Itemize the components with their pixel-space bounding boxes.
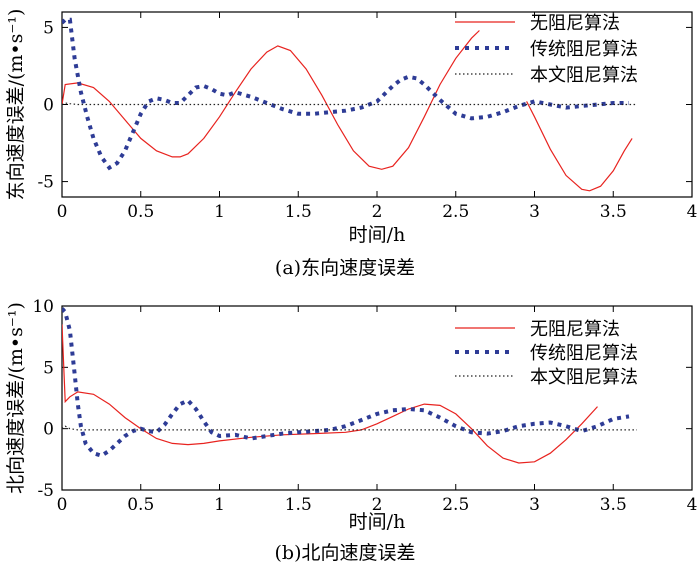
y-axis-label: 东向速度误差/(m•s⁻¹) — [5, 9, 27, 201]
x-tick-label: 0.5 — [127, 202, 154, 222]
chart-a-east-velocity-error: 0 0.5 1 1.5 2 2.5 3 3.5 4-505时间/h东向速度误差/(m•s⁻¹)(… — [5, 9, 697, 279]
y-axis-label: 北向速度误差/(m•s⁻¹) — [5, 302, 27, 494]
y-tick-label: -5 — [37, 481, 54, 501]
x-tick-label: 1 — [214, 495, 225, 515]
x-axis-label: 时间/h — [349, 511, 406, 533]
legend-label: 无阻尼算法 — [530, 13, 620, 34]
series-line-2 — [62, 425, 637, 431]
x-tick-label: 3 — [529, 495, 540, 515]
legend-label: 无阻尼算法 — [530, 319, 620, 340]
legend-label: 传统阻尼算法 — [530, 343, 638, 364]
legend-label: 传统阻尼算法 — [530, 39, 638, 60]
x-tick-label: 2.5 — [442, 202, 469, 222]
x-tick-label: 3 — [529, 202, 540, 222]
x-tick-label: 3.5 — [600, 202, 627, 222]
y-tick-label: -5 — [37, 173, 54, 193]
x-tick-label: 1.5 — [285, 202, 312, 222]
y-tick-label: 5 — [43, 18, 54, 38]
x-tick-label: 2.5 — [442, 495, 469, 515]
x-axis-label: 时间/h — [349, 224, 406, 246]
series-line-2 — [62, 17, 629, 171]
y-tick-label: 0 — [43, 420, 54, 440]
x-tick-label: 0 — [57, 495, 68, 515]
series-line-0 — [62, 30, 480, 170]
chart-caption: (a)东向速度误差 — [275, 257, 415, 279]
x-tick-label: 4 — [687, 495, 698, 515]
y-tick-label: 0 — [43, 96, 54, 116]
x-tick-label: 1 — [214, 202, 225, 222]
y-tick-label: 5 — [43, 358, 54, 378]
x-tick-label: 2 — [372, 495, 383, 515]
legend-label: 本文阻尼算法 — [530, 367, 638, 388]
series-line-3 — [62, 102, 637, 106]
y-tick-label: 10 — [32, 297, 54, 317]
x-tick-label: 4 — [687, 202, 698, 222]
plot-area — [62, 307, 637, 464]
series-line-0 — [62, 324, 598, 464]
plot-area — [62, 17, 637, 192]
legend-label: 本文阻尼算法 — [530, 65, 638, 86]
x-tick-label: 0.5 — [127, 495, 154, 515]
chart-caption: (b)北向速度误差 — [275, 542, 416, 564]
series-line-1 — [526, 101, 633, 192]
x-tick-label: 2 — [372, 202, 383, 222]
x-tick-label: 0 — [57, 202, 68, 222]
chart-b-north-velocity-error: 0 0.5 1 1.5 2 2.5 3 3.5 4-50510时间/h北向速度误差/(m•s⁻¹… — [5, 297, 697, 564]
x-tick-label: 3.5 — [600, 495, 627, 515]
x-tick-label: 1.5 — [285, 495, 312, 515]
